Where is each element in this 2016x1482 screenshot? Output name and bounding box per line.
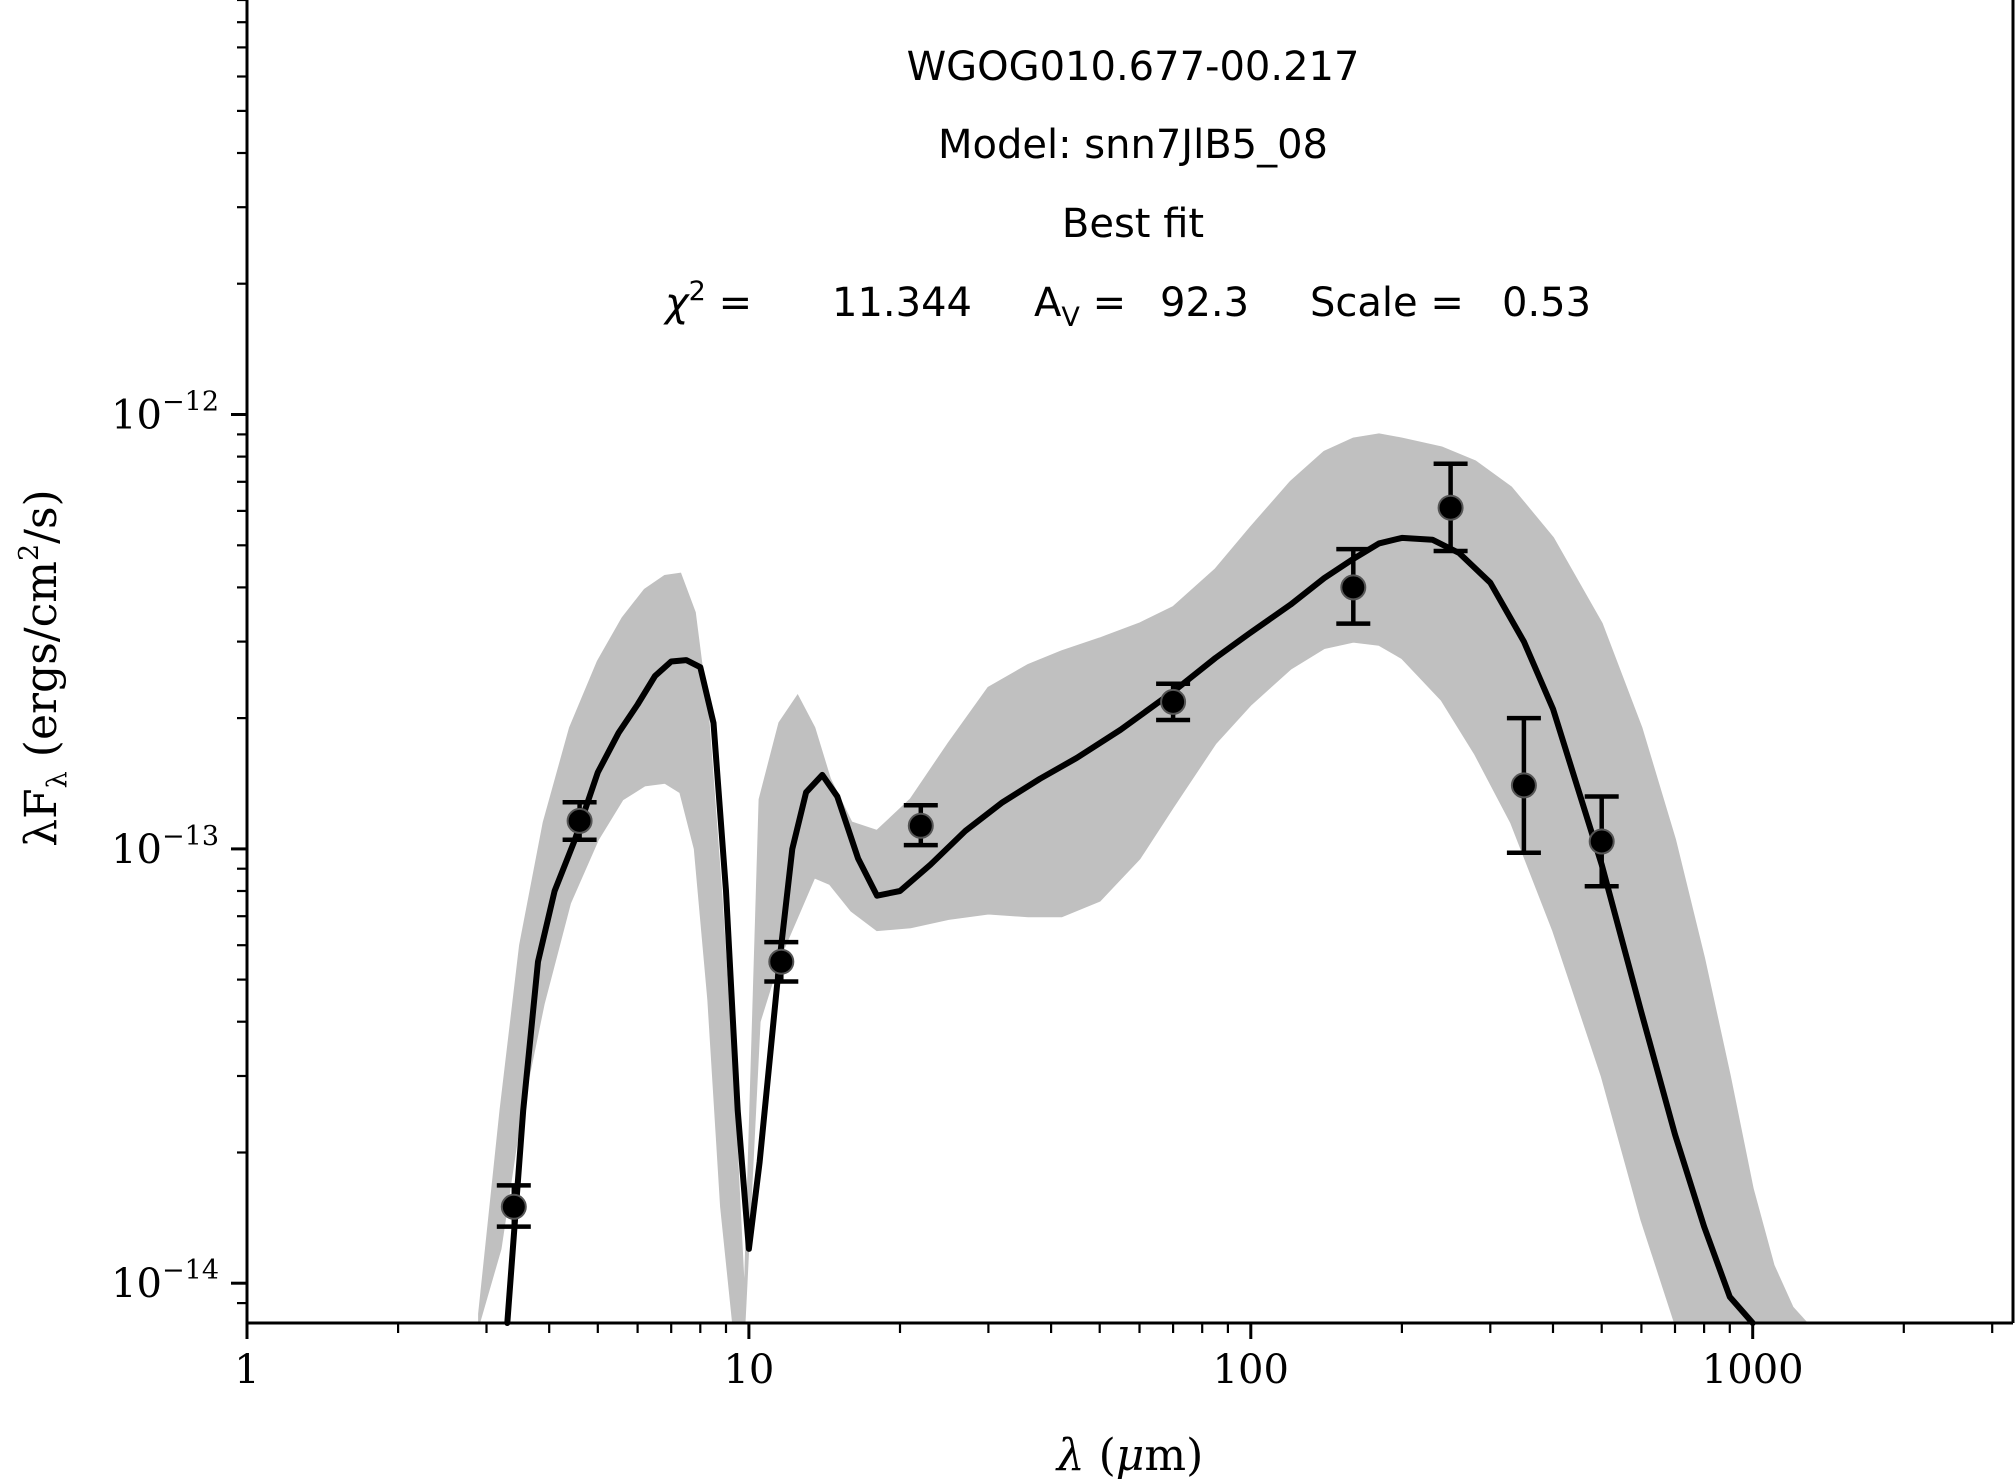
model-title: Model: snn7JlB5_08 xyxy=(938,122,1328,168)
data-point xyxy=(1336,546,1371,626)
y-ticks: 10−14 10−13 10−12 xyxy=(111,0,247,1307)
fit-stats: χ2 = 11.344 AV = 92.3 Scale = 0.53 xyxy=(663,276,1591,333)
x-axis-mu: μ xyxy=(1116,1430,1145,1481)
chi2-sup: 2 xyxy=(689,276,706,307)
data-point xyxy=(1433,461,1468,554)
x-tick-label: 100 xyxy=(1213,1347,1289,1393)
y-axis-sup: 2 xyxy=(14,544,45,561)
axes-frame xyxy=(245,0,2015,1325)
av-sub: V xyxy=(1061,302,1080,333)
y-axis-units: (ergs/cm xyxy=(16,561,67,771)
source-title: WGOG010.677-00.217 xyxy=(907,44,1360,90)
data-point xyxy=(764,939,799,984)
chi2-eq: = xyxy=(706,280,765,326)
x-axis-unit: m) xyxy=(1144,1430,1203,1481)
data-point xyxy=(1506,715,1541,855)
y-axis-prefix: λF xyxy=(16,788,67,846)
x-axis-open: ( xyxy=(1085,1430,1116,1481)
y-axis-tail: /s) xyxy=(16,489,67,544)
x-tick-label: 1000 xyxy=(1702,1347,1804,1393)
data-marker xyxy=(566,807,593,834)
best-fit-line xyxy=(504,534,1756,1326)
x-axis-label: λ (μm) xyxy=(1055,1430,1204,1481)
x-tick-label: 1 xyxy=(234,1347,259,1393)
av-value: 92.3 xyxy=(1160,280,1249,326)
data-marker xyxy=(1437,494,1464,521)
data-marker xyxy=(1510,772,1537,799)
scale-label: Scale = xyxy=(1310,280,1477,326)
data-point xyxy=(1156,681,1191,723)
data-marker xyxy=(1588,828,1615,855)
y-tick-label: 10−14 xyxy=(111,1255,219,1307)
data-marker xyxy=(768,948,795,975)
data-marker xyxy=(907,812,934,839)
x-tick-label: 10 xyxy=(723,1347,774,1393)
data-marker xyxy=(1160,688,1187,715)
data-point xyxy=(903,803,938,848)
title-block: WGOG010.677-00.217 Model: snn7JlB5_08 Be… xyxy=(663,44,1591,333)
data-marker xyxy=(500,1193,527,1220)
best-fit-series xyxy=(504,534,1756,1326)
y-tick-label: 10−12 xyxy=(111,387,219,439)
data-points xyxy=(496,461,1619,1229)
data-point xyxy=(496,1183,531,1229)
x-ticks: 1 10 100 1000 xyxy=(234,1323,1994,1393)
data-point xyxy=(1584,794,1619,889)
y-axis-sub: λ xyxy=(42,771,73,788)
fit-title: Best fit xyxy=(1062,201,1204,247)
scale-value: 0.53 xyxy=(1502,280,1591,326)
y-tick-label: 10−13 xyxy=(111,821,219,873)
data-marker xyxy=(1340,574,1367,601)
chi2-value: 11.344 xyxy=(832,280,972,326)
x-axis-sym: λ xyxy=(1055,1430,1085,1481)
av-eq: = xyxy=(1080,280,1139,326)
data-point xyxy=(562,800,597,842)
chi2-label: χ xyxy=(663,280,690,326)
y-axis-label: λFλ (ergs/cm2/s) xyxy=(14,489,73,846)
av-label: A xyxy=(1034,280,1062,326)
